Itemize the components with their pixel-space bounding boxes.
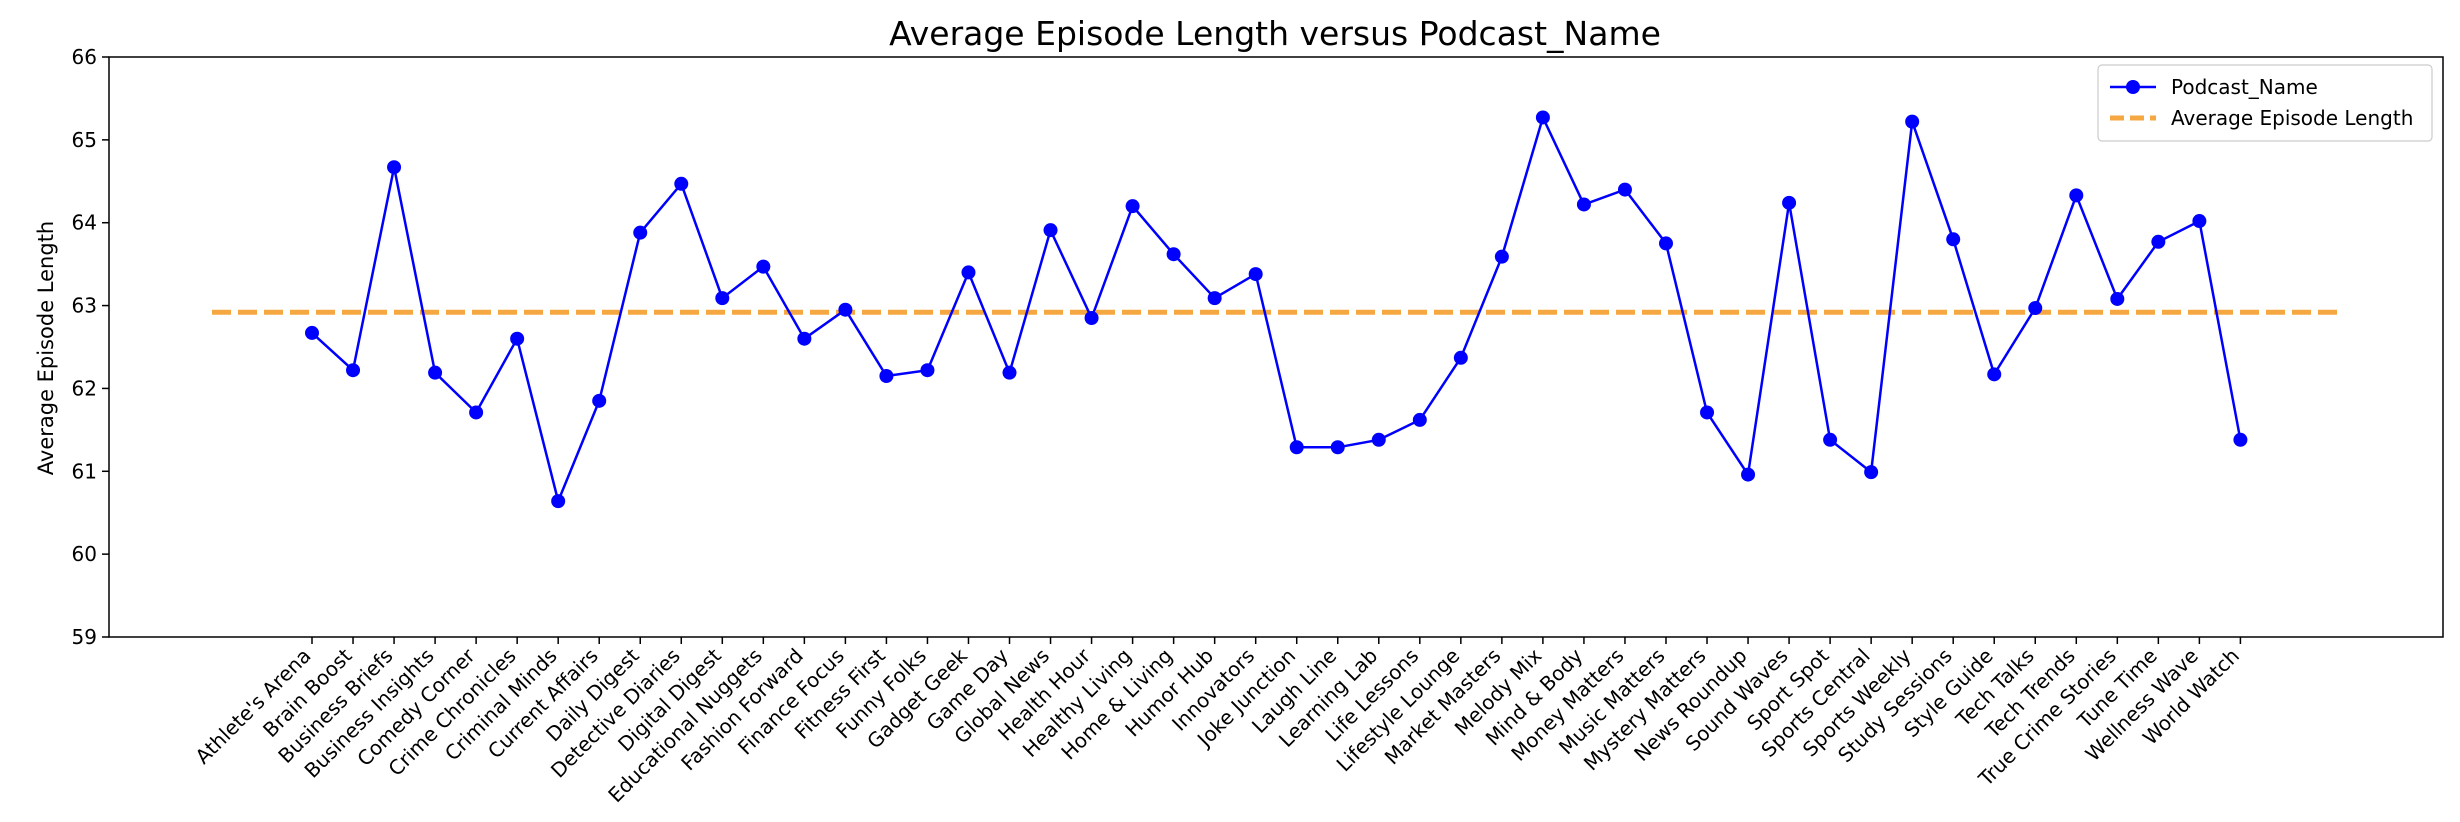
data-point (1248, 267, 1263, 282)
data-point (1946, 232, 1961, 247)
data-point (1782, 195, 1797, 210)
data-point (346, 363, 361, 378)
data-point (1494, 249, 1509, 264)
y-axis: 59 60 61 62 63 64 65 66 (72, 45, 109, 649)
data-point (1084, 311, 1099, 325)
legend-reference-label: Average Episode Length (2171, 106, 2413, 130)
y-axis-label: Average Episode Length (34, 221, 58, 476)
data-point (1535, 110, 1550, 125)
data-point (1002, 365, 1017, 380)
data-point (879, 369, 894, 383)
data-point (1453, 350, 1468, 365)
data-point (510, 331, 525, 346)
series-line (311, 113, 2242, 506)
data-point (961, 265, 976, 280)
data-point (551, 494, 566, 509)
series-group (305, 110, 2248, 509)
y-tick-label: 64 (72, 211, 97, 235)
chart-title: Average Episode Length versus Podcast_Na… (889, 14, 1661, 53)
data-point (1289, 440, 1304, 455)
data-point (469, 405, 484, 420)
plot-area-frame (108, 56, 2444, 638)
data-point (1125, 199, 1140, 214)
legend-series-label: Podcast_Name (2171, 75, 2318, 99)
y-tick-label: 61 (72, 459, 97, 483)
data-point (592, 393, 607, 408)
data-point (387, 160, 402, 175)
data-point (674, 176, 689, 191)
data-point (1330, 440, 1345, 455)
data-point (1741, 467, 1756, 482)
data-point (305, 325, 319, 340)
y-tick-label: 60 (72, 542, 97, 566)
data-point (838, 302, 853, 317)
y-tick-label: 63 (72, 294, 97, 318)
data-point (1043, 223, 1058, 238)
data-point (1412, 412, 1427, 427)
data-point (1864, 465, 1879, 480)
legend: Podcast_Name Average Episode Length (2097, 64, 2433, 142)
y-tick-label: 59 (72, 625, 97, 649)
data-point (2110, 291, 2125, 306)
y-tick-label: 66 (72, 45, 97, 69)
data-point (1166, 247, 1181, 262)
data-point (1987, 367, 2002, 382)
data-point (2233, 432, 2248, 447)
legend-box (2097, 64, 2433, 142)
data-point (1576, 197, 1591, 212)
data-point (2028, 301, 2043, 316)
y-tick-label: 62 (72, 376, 97, 400)
data-point (2151, 234, 2166, 249)
data-point (2192, 214, 2207, 229)
data-point (1207, 291, 1222, 306)
legend-series-marker (2126, 80, 2140, 94)
data-point (1371, 432, 1386, 447)
data-point (1658, 236, 1673, 251)
data-point (1905, 114, 1920, 129)
data-point (1617, 182, 1632, 197)
data-point (428, 365, 443, 380)
data-point (1700, 405, 1715, 420)
data-point (797, 331, 812, 346)
data-point (715, 291, 730, 306)
y-tick-label: 65 (72, 128, 97, 152)
data-point (1823, 432, 1838, 447)
data-point (2069, 188, 2084, 203)
data-point (633, 225, 648, 240)
data-point (920, 363, 935, 378)
data-point (756, 259, 771, 274)
